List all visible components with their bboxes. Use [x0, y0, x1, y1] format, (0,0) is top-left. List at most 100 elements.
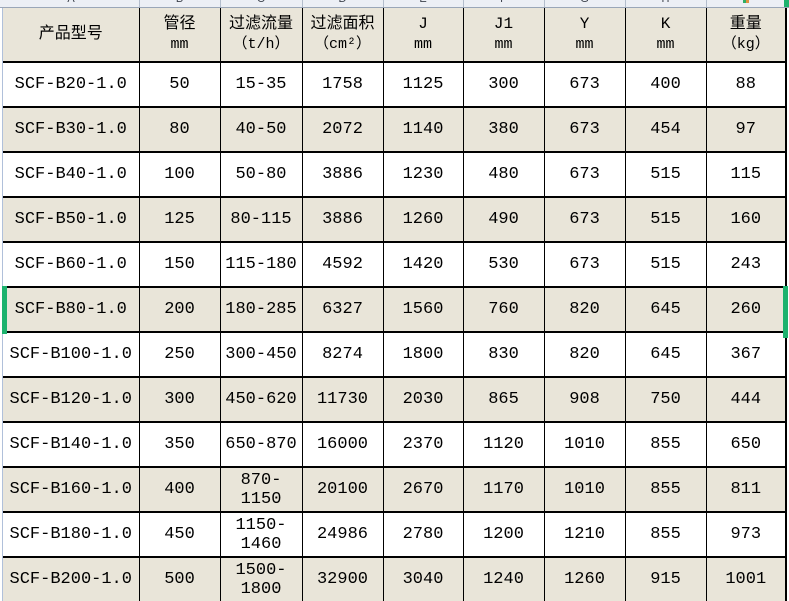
value-cell[interactable]: 1010	[543, 421, 626, 468]
model-cell[interactable]: SCF-B180-1.0	[3, 511, 140, 558]
value-cell[interactable]: 811	[705, 466, 787, 513]
model-cell[interactable]: SCF-B30-1.0	[3, 106, 140, 153]
value-cell[interactable]: 673	[543, 106, 626, 153]
value-cell[interactable]: 400	[138, 466, 221, 513]
value-cell[interactable]: 20100	[301, 466, 384, 513]
value-cell[interactable]: 450-620	[219, 376, 303, 423]
value-cell[interactable]: 450	[138, 511, 221, 558]
col-header-3[interactable]: 过滤面积 （cm²）	[301, 8, 384, 63]
value-cell[interactable]: 650	[705, 421, 787, 468]
value-cell[interactable]: 1758	[301, 61, 384, 108]
value-cell[interactable]: 1420	[382, 241, 464, 288]
value-cell[interactable]: 160	[705, 196, 787, 243]
value-cell[interactable]: 15-35	[219, 61, 303, 108]
value-cell[interactable]: 3886	[301, 151, 384, 198]
col-header-8[interactable]: 重量 （kg）	[705, 8, 787, 63]
value-cell[interactable]: 125	[138, 196, 221, 243]
value-cell[interactable]: 2780	[382, 511, 464, 558]
value-cell[interactable]: 1140	[382, 106, 464, 153]
value-cell[interactable]: 673	[543, 151, 626, 198]
value-cell[interactable]: 1560	[382, 286, 464, 333]
value-cell[interactable]: 515	[624, 196, 707, 243]
value-cell[interactable]: 1260	[543, 556, 626, 601]
value-cell[interactable]: 100	[138, 151, 221, 198]
column-letter-F[interactable]: F	[500, 0, 507, 5]
column-letter-H[interactable]: H	[662, 0, 670, 5]
column-letter-D[interactable]: D	[339, 0, 347, 5]
model-cell[interactable]: SCF-B80-1.0	[3, 286, 140, 333]
value-cell[interactable]: 760	[462, 286, 545, 333]
value-cell[interactable]: 260	[705, 286, 787, 333]
value-cell[interactable]: 444	[705, 376, 787, 423]
col-header-2[interactable]: 过滤流量 （t/h）	[219, 8, 303, 63]
model-cell[interactable]: SCF-B50-1.0	[3, 196, 140, 243]
value-cell[interactable]: 1800	[382, 331, 464, 378]
value-cell[interactable]: 1150-1460	[219, 511, 303, 558]
value-cell[interactable]: 1010	[543, 466, 626, 513]
value-cell[interactable]: 645	[624, 331, 707, 378]
col-header-0[interactable]: 产品型号	[3, 8, 140, 63]
value-cell[interactable]: 2030	[382, 376, 464, 423]
value-cell[interactable]: 820	[543, 286, 626, 333]
value-cell[interactable]: 855	[624, 421, 707, 468]
value-cell[interactable]: 350	[138, 421, 221, 468]
value-cell[interactable]: 11730	[301, 376, 384, 423]
value-cell[interactable]: 88	[705, 61, 787, 108]
value-cell[interactable]: 32900	[301, 556, 384, 601]
col-header-1[interactable]: 管径 mm	[138, 8, 221, 63]
value-cell[interactable]: 6327	[301, 286, 384, 333]
value-cell[interactable]: 915	[624, 556, 707, 601]
value-cell[interactable]: 830	[462, 331, 545, 378]
column-letter-E[interactable]: E	[419, 0, 426, 5]
value-cell[interactable]: 973	[705, 511, 787, 558]
value-cell[interactable]: 865	[462, 376, 545, 423]
model-cell[interactable]: SCF-B120-1.0	[3, 376, 140, 423]
value-cell[interactable]: 380	[462, 106, 545, 153]
value-cell[interactable]: 80	[138, 106, 221, 153]
value-cell[interactable]: 40-50	[219, 106, 303, 153]
value-cell[interactable]: 673	[543, 196, 626, 243]
value-cell[interactable]: 4592	[301, 241, 384, 288]
value-cell[interactable]: 115-180	[219, 241, 303, 288]
value-cell[interactable]: 50-80	[219, 151, 303, 198]
value-cell[interactable]: 250	[138, 331, 221, 378]
value-cell[interactable]: 673	[543, 241, 626, 288]
column-letter-B[interactable]: B	[176, 0, 183, 5]
model-cell[interactable]: SCF-B160-1.0	[3, 466, 140, 513]
value-cell[interactable]: 673	[543, 61, 626, 108]
value-cell[interactable]: 243	[705, 241, 787, 288]
value-cell[interactable]: 400	[624, 61, 707, 108]
value-cell[interactable]: 180-285	[219, 286, 303, 333]
column-letter-A[interactable]: A	[67, 0, 74, 5]
selection-right-border[interactable]	[783, 286, 788, 338]
value-cell[interactable]: 3040	[382, 556, 464, 601]
value-cell[interactable]: 16000	[301, 421, 384, 468]
value-cell[interactable]: 80-115	[219, 196, 303, 243]
value-cell[interactable]: 300-450	[219, 331, 303, 378]
value-cell[interactable]: 500	[138, 556, 221, 601]
value-cell[interactable]: 645	[624, 286, 707, 333]
model-cell[interactable]: SCF-B40-1.0	[3, 151, 140, 198]
value-cell[interactable]: 820	[543, 331, 626, 378]
value-cell[interactable]: 50	[138, 61, 221, 108]
value-cell[interactable]: 1125	[382, 61, 464, 108]
value-cell[interactable]: 480	[462, 151, 545, 198]
value-cell[interactable]: 490	[462, 196, 545, 243]
column-letter-C[interactable]: C	[257, 0, 265, 5]
col-header-5[interactable]: J1 mm	[462, 8, 545, 63]
value-cell[interactable]: 115	[705, 151, 787, 198]
value-cell[interactable]: 1200	[462, 511, 545, 558]
column-letter-G[interactable]: G	[580, 0, 589, 5]
value-cell[interactable]: 2072	[301, 106, 384, 153]
value-cell[interactable]: 24986	[301, 511, 384, 558]
value-cell[interactable]: 855	[624, 466, 707, 513]
model-cell[interactable]: SCF-B20-1.0	[3, 61, 140, 108]
value-cell[interactable]: 870-1150	[219, 466, 303, 513]
value-cell[interactable]: 300	[462, 61, 545, 108]
value-cell[interactable]: 8274	[301, 331, 384, 378]
value-cell[interactable]: 97	[705, 106, 787, 153]
value-cell[interactable]: 1001	[705, 556, 787, 601]
